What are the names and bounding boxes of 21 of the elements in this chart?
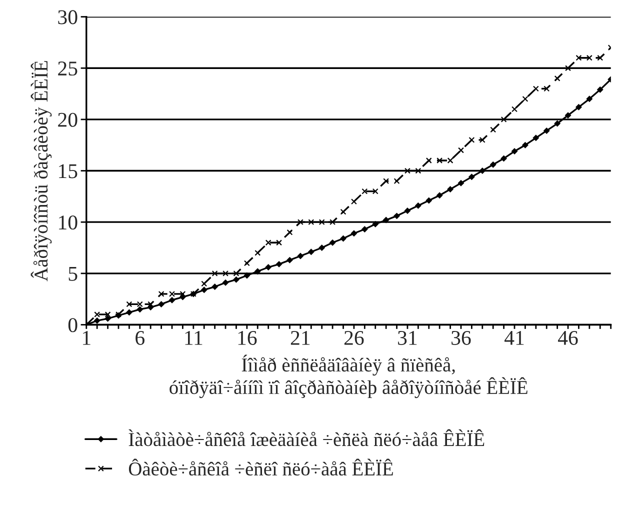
- x-tick-label: 6: [136, 330, 144, 345]
- y-tick-label: 25: [58, 62, 78, 76]
- x-tick-label: 26: [344, 330, 364, 345]
- x-tick-label: 1: [83, 331, 90, 345]
- x-axis-title: Íîìåð èññëåäîâàíèÿ â ñïèñêå, óïîðÿäî÷åííîì ïî âîçðàñòàíèþ âåðîÿòíîñòåé ÊÈÏÊ: [170, 354, 528, 398]
- y-tick-label: 10: [59, 215, 78, 230]
- x-tick-label: 46: [558, 330, 578, 345]
- legend-label: Ôàêòè÷åñêîå ÷èñëî ñëó÷àåâ ÊÈÏÊ: [128, 458, 393, 476]
- y-tick-label: 5: [68, 267, 78, 281]
- x-tick-label: 16: [238, 330, 257, 345]
- y-tick-label: 20: [58, 112, 78, 127]
- x-tick-label: 31: [398, 330, 417, 345]
- y-tick-label: 15: [59, 164, 78, 178]
- y-tick-label: 0: [68, 318, 78, 332]
- x-tick-label: 11: [185, 331, 202, 345]
- x-tick-label: 36: [452, 330, 471, 345]
- y-tick-label: 30: [58, 10, 78, 24]
- x-tick-label: 41: [504, 331, 524, 345]
- x-tick-label: 21: [290, 330, 310, 345]
- legend-label: Ìàòåìàòè÷åñêîå îæèäàíèå ÷èñëà ñëó÷àåâ ÊÈÏÊ: [128, 429, 484, 446]
- y-axis-title: Âåðîÿòíîñòü ðàçâèòèÿ ÊÈÏÊ: [30, 61, 52, 282]
